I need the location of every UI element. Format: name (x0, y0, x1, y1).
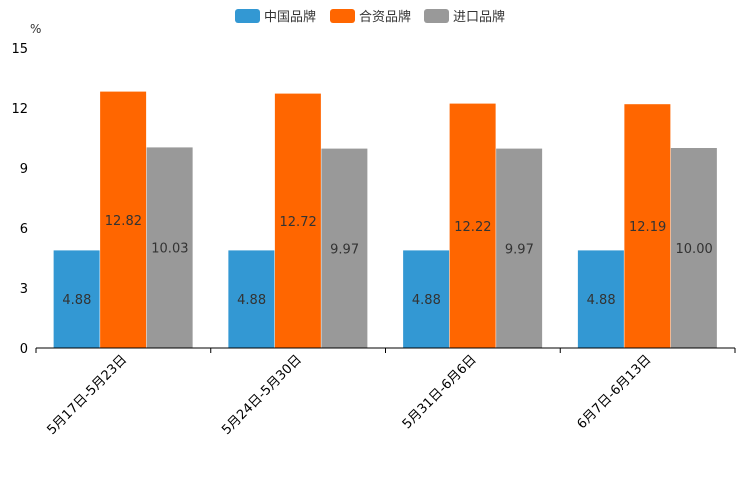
bar (53, 250, 100, 348)
y-tick-label: 0 (20, 342, 28, 357)
legend-item[interactable]: 合资品牌 (330, 9, 411, 25)
legend-label: 合资品牌 (359, 9, 411, 25)
legend-swatch (235, 9, 260, 23)
y-tick-label: 3 (20, 282, 28, 297)
y-axis-unit-label: % (30, 22, 41, 36)
y-tick-label: 6 (20, 222, 28, 237)
bar-value-label: 9.97 (330, 242, 359, 257)
legend-item[interactable]: 进口品牌 (424, 9, 505, 25)
legend-swatch (424, 9, 449, 23)
bar (449, 103, 496, 348)
bar-value-label: 12.19 (629, 220, 666, 235)
bar-value-label: 4.88 (412, 293, 441, 308)
bars (53, 91, 717, 348)
bar (403, 250, 450, 348)
bar (228, 250, 275, 348)
bar-value-label: 12.22 (454, 220, 491, 235)
bar (321, 148, 368, 348)
bar-value-label: 4.88 (62, 293, 91, 308)
bar (274, 93, 321, 348)
bar-value-label: 12.72 (280, 215, 317, 230)
bar (146, 147, 193, 348)
legend-item[interactable]: 中国品牌 (235, 9, 316, 25)
y-tick-label: 12 (11, 102, 28, 117)
bar-value-label: 4.88 (237, 293, 266, 308)
x-tick-label: 6月7日-6月13日 (575, 352, 655, 432)
legend: 中国品牌 合资品牌 进口品牌 (235, 9, 505, 25)
bar-value-label: 4.88 (587, 293, 616, 308)
bar-value-label: 10.03 (151, 242, 188, 257)
legend-swatch (330, 9, 355, 23)
bar (496, 148, 543, 348)
y-axis: 0 3 6 9 12 15 (11, 42, 28, 357)
bar (624, 104, 671, 348)
y-tick-label: 15 (11, 42, 28, 57)
y-tick-label: 9 (20, 162, 28, 177)
x-tick-label: 5月31日-6月6日 (400, 352, 480, 432)
bar (577, 250, 624, 348)
x-tick-label: 5月24日-5月30日 (219, 352, 305, 438)
x-axis: 5月17日-5月23日 5月24日-5月30日 5月31日-6月6日 6月7日-6月1… (35, 348, 736, 438)
legend-label: 进口品牌 (453, 9, 505, 25)
bar-value-label: 9.97 (505, 242, 534, 257)
bar-value-label: 10.00 (676, 242, 713, 257)
bar-value-labels: 4.88 12.82 10.03 4.88 12.72 9.97 4.88 12.22 9.97… (62, 214, 712, 308)
bar (670, 148, 717, 348)
legend-label: 中国品牌 (264, 9, 316, 25)
bar-value-label: 12.82 (105, 214, 142, 229)
x-tick-label: 5月17日-5月23日 (44, 352, 130, 438)
bar (100, 91, 147, 348)
